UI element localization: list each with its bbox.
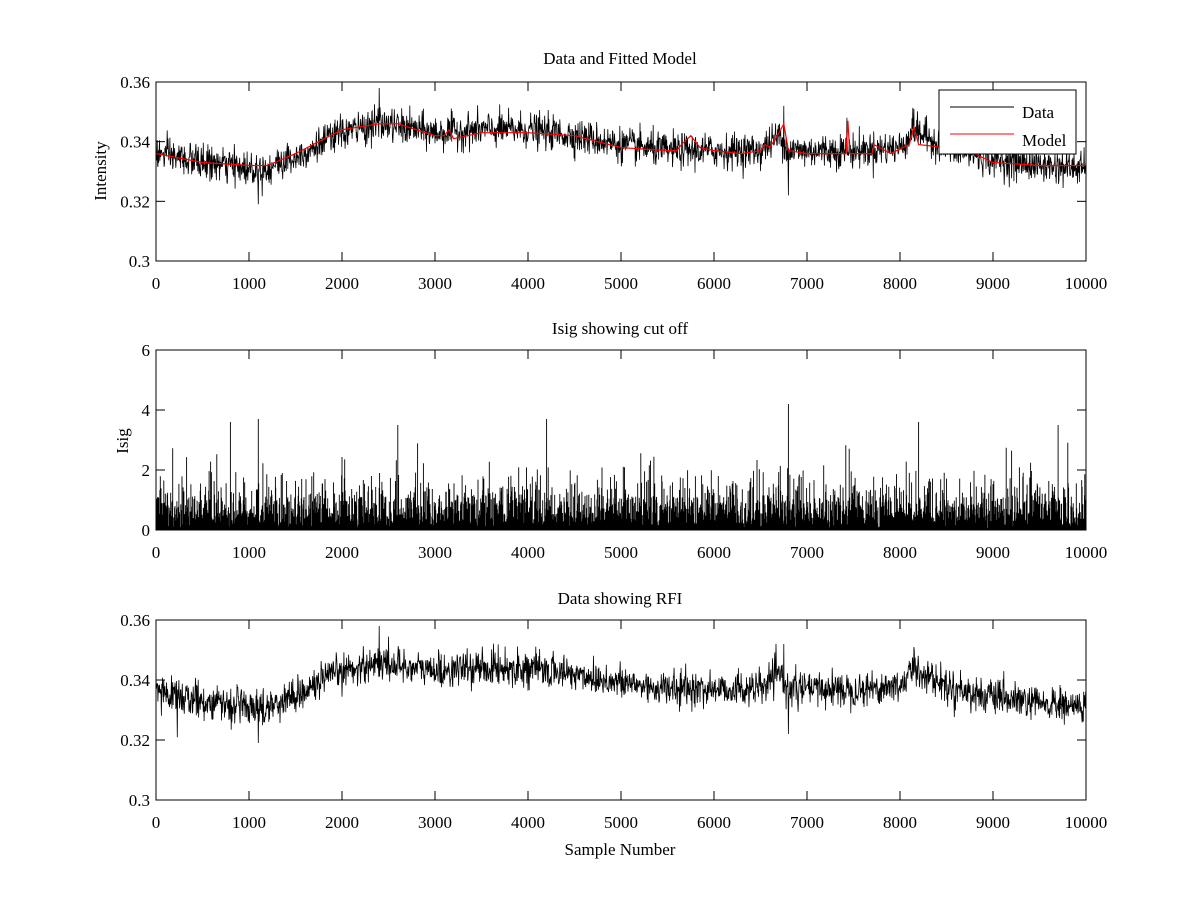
- series-line-data: [156, 87, 1086, 205]
- y-tick-label: 0.32: [120, 731, 150, 750]
- y-axis-label: Intensity: [91, 141, 110, 201]
- x-tick-label: 4000: [511, 274, 545, 293]
- x-tick-label: 6000: [697, 543, 731, 562]
- x-tick-label: 9000: [976, 274, 1010, 293]
- x-tick-label: 0: [152, 543, 161, 562]
- x-tick-label: 6000: [697, 274, 731, 293]
- legend-label-data: Data: [1022, 103, 1055, 122]
- plot-area: 0 1000 2000 3000 4000 5000 6000 7000 8000 9000 100…: [142, 341, 1108, 562]
- y-axis-label: Isig: [113, 428, 132, 454]
- x-tick-label: 7000: [790, 813, 824, 832]
- x-tick-label: 7000: [790, 274, 824, 293]
- x-tick-label: 8000: [883, 813, 917, 832]
- y-tick-label: 0: [142, 521, 151, 540]
- x-tick-label: 10000: [1065, 813, 1108, 832]
- x-tick-label: 10000: [1065, 543, 1108, 562]
- x-tick-label: 9000: [976, 813, 1010, 832]
- legend: Data Model: [938, 89, 1077, 155]
- x-tick-label: 0: [152, 813, 161, 832]
- y-tick-label: 0.32: [120, 192, 150, 211]
- y-tick-label: 0.3: [129, 252, 150, 271]
- x-tick-label: 5000: [604, 274, 638, 293]
- x-tick-label: 0: [152, 274, 161, 293]
- x-tick-label: 8000: [883, 543, 917, 562]
- x-tick-label: 9000: [976, 543, 1010, 562]
- panel-title: Isig showing cut off: [552, 319, 688, 338]
- legend-label-model: Model: [1022, 131, 1067, 150]
- panel-title: Data showing RFI: [558, 589, 683, 608]
- series-line-isig: [156, 404, 1086, 530]
- series-line-model: [156, 120, 1086, 167]
- y-tick-label: 4: [142, 401, 151, 420]
- x-tick-label: 5000: [604, 543, 638, 562]
- y-tick-label: 0.34: [120, 671, 150, 690]
- series-group: [156, 87, 1086, 205]
- y-tick-label: 0.36: [120, 611, 150, 630]
- x-tick-label: 6000: [697, 813, 731, 832]
- x-tick-label: 2000: [325, 274, 359, 293]
- x-tick-label: 3000: [418, 813, 452, 832]
- panel-isig-showing-cut-off: Isig showing cut off Isig 0 1000 2000 3000 4…: [113, 319, 1107, 562]
- x-axis-label: Sample Number: [565, 840, 676, 859]
- x-tick-label: 3000: [418, 543, 452, 562]
- series-group: [156, 404, 1086, 530]
- y-tick-label: 2: [142, 461, 151, 480]
- x-tick-label: 4000: [511, 543, 545, 562]
- x-tick-label: 1000: [232, 813, 266, 832]
- series-line-data: [156, 625, 1086, 744]
- y-tick-label: 0.34: [120, 133, 150, 152]
- y-tick-label: 0.3: [129, 791, 150, 810]
- x-tick-label: 10000: [1065, 274, 1108, 293]
- x-tick-label: 2000: [325, 813, 359, 832]
- y-tick-label: 6: [142, 341, 151, 360]
- legend-box: [938, 89, 1077, 155]
- panel-title: Data and Fitted Model: [543, 49, 697, 68]
- series-group: [156, 625, 1086, 744]
- plot-area: 0 1000 2000 3000 4000 5000 6000 7000 8000 9000 100…: [120, 73, 1107, 293]
- x-tick-label: 5000: [604, 813, 638, 832]
- x-tick-label: 1000: [232, 543, 266, 562]
- plot-area: 0 1000 2000 3000 4000 5000 6000 7000 8000 9000 100…: [120, 611, 1107, 832]
- panel-data-showing-rfi: Data showing RFI Sample Number 0 1000 2000…: [120, 589, 1107, 859]
- x-tick-label: 8000: [883, 274, 917, 293]
- x-tick-label: 7000: [790, 543, 824, 562]
- panel-data-and-fitted-model: Data and Fitted Model Intensity 0 1000 200…: [91, 49, 1107, 293]
- x-tick-label: 2000: [325, 543, 359, 562]
- x-tick-label: 1000: [232, 274, 266, 293]
- y-tick-label: 0.36: [120, 73, 150, 92]
- x-tick-label: 3000: [418, 274, 452, 293]
- x-tick-label: 4000: [511, 813, 545, 832]
